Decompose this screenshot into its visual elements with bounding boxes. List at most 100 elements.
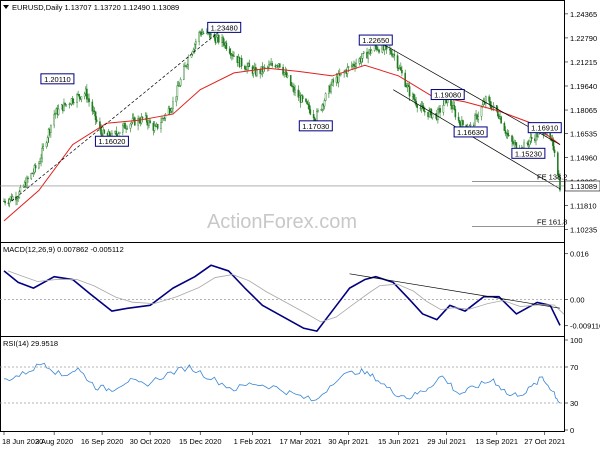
candle [83,91,86,100]
candle-body [324,93,327,101]
candle-body [293,86,295,93]
candle-body [500,116,502,124]
candle [179,77,182,88]
rsi-axis-label: 70 [570,363,578,372]
rsi-layer [0,362,564,404]
candle [480,105,483,121]
candle [263,64,266,72]
candle-body [306,101,308,105]
candle-body [39,161,41,164]
candle [393,49,396,61]
candle [233,51,235,57]
annotation-label: 1.19080 [434,91,461,100]
candle-body [367,52,369,59]
candle-body [485,96,487,104]
candle [129,122,132,133]
candle [76,92,78,108]
candle [513,139,516,148]
candle-body [400,67,402,71]
candle-body [124,123,126,129]
candle [360,53,363,66]
candle [337,70,340,88]
candle-body [38,163,40,169]
candle-body [169,110,172,114]
candle-body [503,122,506,131]
candle-body [308,104,311,110]
candle [154,123,157,127]
candle [38,161,40,170]
candle [308,101,311,114]
candle-body [16,198,18,201]
candle [526,140,529,147]
candle-body [246,66,248,71]
candle-body [480,106,483,117]
candle [30,172,33,181]
candle [317,108,319,113]
candle [88,93,90,107]
candle [376,45,378,52]
candle-body [443,99,446,106]
candle [500,115,502,124]
candle [428,107,430,118]
candle-body [63,102,65,111]
candle [289,74,292,87]
candle [47,127,50,143]
candle-body [210,34,212,39]
candle-body [292,86,294,88]
candle-body [469,124,472,126]
trend-line [11,27,225,202]
candle [292,82,294,92]
candle [424,106,426,116]
candle-body [552,140,555,151]
candle [160,117,162,133]
annotation-label: 1.17030 [302,122,329,131]
candle-body [489,101,492,107]
candle-body [64,102,66,106]
candle-body [401,70,403,74]
candle-body [286,75,289,78]
candle-body [69,103,72,105]
candle [65,103,67,108]
candle-body [193,44,196,50]
price-axis-label: 1.22790 [570,34,597,43]
candle-body [313,117,316,121]
candle-body [83,93,86,97]
candle-body [488,96,490,102]
candle-body [217,34,220,43]
candle-body [297,89,300,98]
annotation-box [207,21,242,33]
candle [215,33,218,44]
annotation-box [298,120,333,132]
candle [229,47,232,59]
candle [269,61,271,66]
candle [8,198,11,208]
macd-axis-label: 0.016 [570,250,589,259]
candle-body [330,84,332,93]
candle [557,151,559,176]
candle [195,38,197,50]
candle [430,108,433,119]
candle-body [4,200,6,204]
candle [222,35,224,47]
candle [33,163,36,175]
candle [279,63,281,69]
candle-body [414,98,416,102]
candle-body [233,55,235,57]
candle [252,65,255,78]
candle [291,82,293,88]
macd-trend-line [349,273,561,309]
candle-body [511,135,513,142]
candle-body [413,94,415,100]
candle [453,101,456,111]
candle [454,106,457,120]
candle-body [161,118,163,123]
candle-body [526,142,529,144]
candle-body [103,129,106,134]
candle-body [32,171,35,174]
candle-body [130,122,133,125]
candle-body [312,114,315,119]
candle-body [497,110,499,117]
macd-signal-line [7,270,565,323]
candle [530,133,533,143]
annotation-label: 1.16020 [98,137,125,146]
